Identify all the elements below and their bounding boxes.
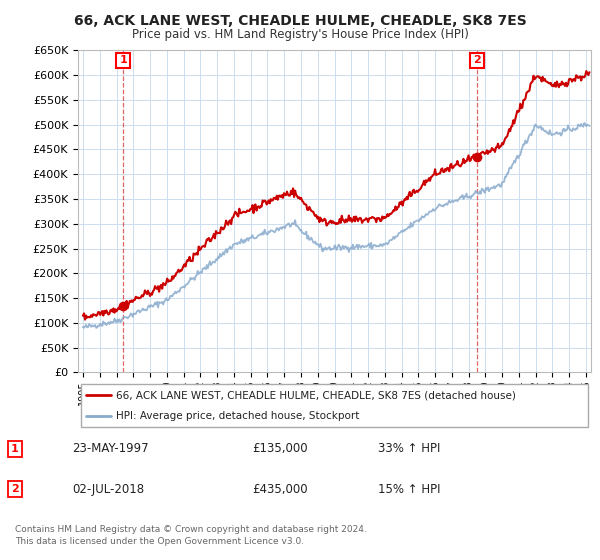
Text: 2: 2 [11, 484, 19, 494]
Text: HPI: Average price, detached house, Stockport: HPI: Average price, detached house, Stoc… [116, 412, 360, 422]
Text: 15% ↑ HPI: 15% ↑ HPI [378, 483, 440, 496]
Text: 2: 2 [473, 55, 481, 66]
Text: £435,000: £435,000 [252, 483, 308, 496]
Text: 1: 1 [119, 55, 127, 66]
Text: Contains HM Land Registry data © Crown copyright and database right 2024.
This d: Contains HM Land Registry data © Crown c… [15, 525, 367, 546]
Text: 66, ACK LANE WEST, CHEADLE HULME, CHEADLE, SK8 7ES (detached house): 66, ACK LANE WEST, CHEADLE HULME, CHEADL… [116, 390, 517, 400]
Text: 23-MAY-1997: 23-MAY-1997 [72, 442, 149, 455]
Text: Price paid vs. HM Land Registry's House Price Index (HPI): Price paid vs. HM Land Registry's House … [131, 28, 469, 41]
Text: 02-JUL-2018: 02-JUL-2018 [72, 483, 144, 496]
Text: 33% ↑ HPI: 33% ↑ HPI [378, 442, 440, 455]
Text: 66, ACK LANE WEST, CHEADLE HULME, CHEADLE, SK8 7ES: 66, ACK LANE WEST, CHEADLE HULME, CHEADL… [74, 14, 526, 28]
Text: 1: 1 [11, 444, 19, 454]
Text: £135,000: £135,000 [252, 442, 308, 455]
FancyBboxPatch shape [80, 384, 588, 427]
